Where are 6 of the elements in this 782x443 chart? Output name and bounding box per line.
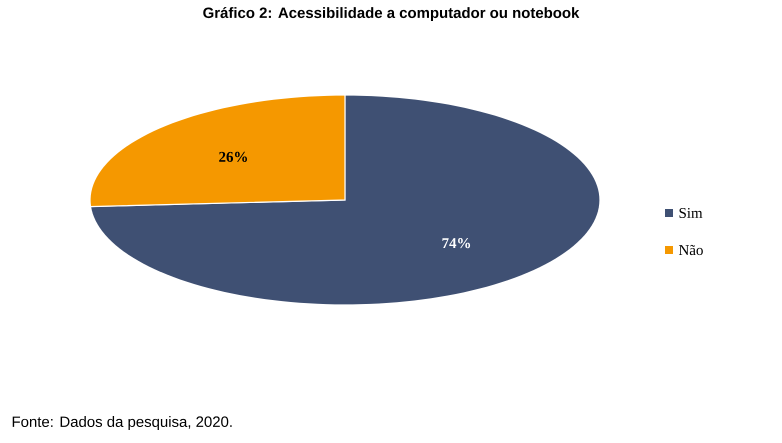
- legend-label: Sim: [680, 208, 702, 218]
- source-note: Fonte: Dados da pesquisa, 2020.: [12, 416, 232, 430]
- legend-label: Não: [678, 244, 703, 256]
- data-label: 26%: [219, 152, 247, 162]
- data-label: 74%: [442, 238, 470, 248]
- chart-title: Gráfico 2: Acessibilidade a computador ou notebook: [203, 6, 580, 22]
